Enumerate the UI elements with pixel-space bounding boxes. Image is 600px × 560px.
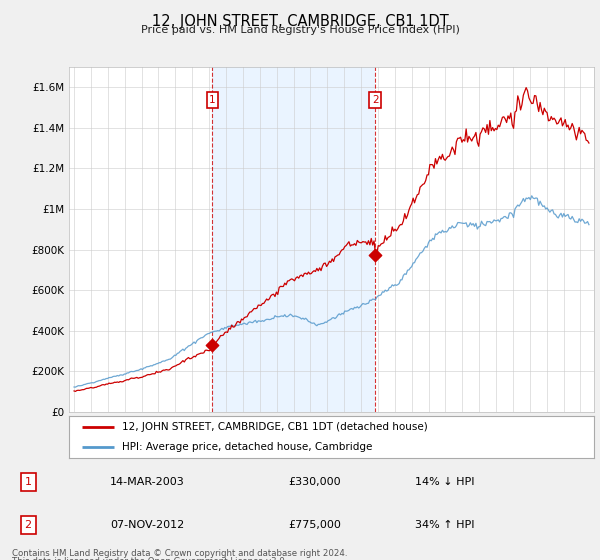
Bar bbox=[212, 67, 376, 412]
Text: 34% ↑ HPI: 34% ↑ HPI bbox=[415, 520, 475, 530]
Text: 1: 1 bbox=[25, 477, 32, 487]
Text: £775,000: £775,000 bbox=[289, 520, 341, 530]
Text: Price paid vs. HM Land Registry's House Price Index (HPI): Price paid vs. HM Land Registry's House … bbox=[140, 25, 460, 35]
Text: 2: 2 bbox=[372, 95, 379, 105]
Point bbox=[208, 340, 217, 349]
Text: £330,000: £330,000 bbox=[289, 477, 341, 487]
Text: 12, JOHN STREET, CAMBRIDGE, CB1 1DT (detached house): 12, JOHN STREET, CAMBRIDGE, CB1 1DT (det… bbox=[121, 422, 427, 432]
Text: 14% ↓ HPI: 14% ↓ HPI bbox=[415, 477, 475, 487]
Point bbox=[371, 250, 380, 259]
Text: Contains HM Land Registry data © Crown copyright and database right 2024.: Contains HM Land Registry data © Crown c… bbox=[12, 549, 347, 558]
Text: 14-MAR-2003: 14-MAR-2003 bbox=[110, 477, 185, 487]
Text: HPI: Average price, detached house, Cambridge: HPI: Average price, detached house, Camb… bbox=[121, 442, 372, 452]
Text: 12, JOHN STREET, CAMBRIDGE, CB1 1DT: 12, JOHN STREET, CAMBRIDGE, CB1 1DT bbox=[152, 14, 448, 29]
Text: 1: 1 bbox=[209, 95, 216, 105]
Text: 07-NOV-2012: 07-NOV-2012 bbox=[110, 520, 184, 530]
Text: 2: 2 bbox=[25, 520, 32, 530]
Text: This data is licensed under the Open Government Licence v3.0.: This data is licensed under the Open Gov… bbox=[12, 557, 287, 560]
